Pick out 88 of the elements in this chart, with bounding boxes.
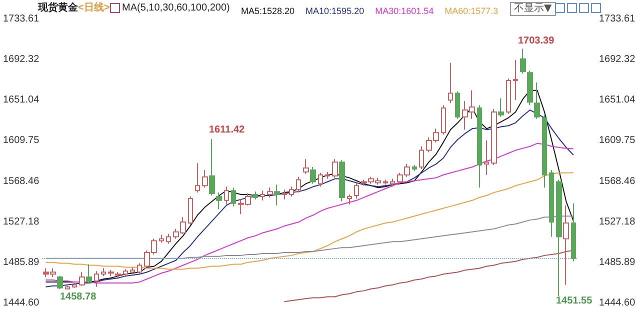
candlestick (159, 234, 164, 244)
candlestick (216, 192, 222, 210)
candlestick (166, 233, 171, 244)
candlestick (79, 272, 85, 286)
candlestick (195, 162, 200, 194)
y2-tick-label: 1444.60 (599, 298, 636, 308)
text: MA(5,10,30,60,100,200) (122, 2, 230, 14)
candlestick (332, 158, 338, 178)
candlestick (498, 98, 504, 118)
candlestick (303, 158, 309, 174)
candlestick (455, 90, 460, 120)
y2-tick-label: 1733.61 (599, 14, 636, 24)
text: MA5:1528.20 (241, 6, 295, 16)
y-tick-label: 1692.32 (2, 54, 40, 66)
annotation: 1703.39 (518, 36, 555, 46)
candlestick (390, 178, 395, 188)
candlestick (57, 276, 63, 290)
y-tick-label: 1485.89 (2, 256, 40, 268)
candlestick (347, 194, 352, 205)
candlestick (441, 104, 446, 136)
y-tick-label: 1444.60 (2, 298, 40, 308)
y-tick-label: 1651.04 (2, 94, 40, 106)
candlestick (318, 172, 323, 188)
candlestick (289, 186, 294, 197)
candlestick (65, 285, 70, 290)
candlestick (282, 189, 287, 200)
candlestick (130, 266, 135, 275)
y2-tick-label: 1527.18 (599, 216, 636, 228)
line-series (45, 142, 574, 284)
y-tick-label: 1568.46 (2, 176, 40, 187)
text: MA10:1595.20 (306, 6, 364, 16)
candlestick (253, 191, 258, 200)
candlestick (383, 179, 388, 186)
candlestick (491, 108, 497, 166)
candlestick (339, 160, 345, 202)
line-series (45, 172, 574, 270)
y-tick-label: 1609.75 (2, 135, 40, 146)
candlestick (513, 59, 518, 101)
candlestick (520, 48, 526, 74)
y2-tick-label: 1609.75 (599, 135, 636, 146)
candlestick (571, 202, 576, 262)
candlestick (108, 270, 114, 277)
candlestick (484, 140, 489, 176)
candlestick (448, 62, 453, 104)
candlestick (274, 184, 280, 206)
candlestick (506, 78, 511, 114)
candlestick (267, 187, 273, 198)
candlestick (310, 166, 316, 184)
candlestick (94, 270, 99, 288)
candlestick (86, 264, 92, 284)
y2-tick-label: 1692.32 (599, 54, 636, 66)
candlestick (137, 262, 142, 275)
candlestick (188, 196, 193, 226)
text: MA60:1577.3 (444, 6, 498, 16)
y2-tick-label: 1568.46 (599, 176, 636, 187)
candlestick (419, 146, 424, 170)
candlestick (209, 138, 215, 196)
candlestick (412, 164, 417, 172)
candlestick (72, 282, 77, 288)
candlestick (115, 272, 121, 279)
candlestick (549, 169, 554, 238)
annotation: 1458.78 (60, 292, 97, 302)
candlestick (123, 268, 128, 277)
y2-tick-label: 1485.89 (599, 256, 636, 268)
candlestick (325, 171, 330, 180)
candlestick (534, 82, 540, 120)
candlestick (260, 190, 265, 201)
candlestick (556, 179, 562, 297)
candlestick (477, 104, 482, 188)
candlestick (354, 182, 359, 199)
annotation: 1611.42 (209, 124, 246, 136)
text: MA30:1601.54 (375, 6, 434, 16)
candlestick (202, 169, 208, 188)
candlestick (101, 268, 106, 277)
y2-tick-label: 1651.04 (599, 94, 636, 106)
candlestick (563, 204, 569, 286)
y-tick-label: 1733.61 (2, 14, 40, 24)
candlestick (224, 186, 229, 205)
annotation: 1451.55 (556, 296, 593, 306)
candlestick (296, 176, 301, 194)
candlestick (542, 114, 547, 188)
candlestick (231, 187, 236, 207)
line-series (45, 216, 574, 259)
y-tick-label: 1527.18 (2, 216, 40, 228)
candlestick (527, 70, 533, 106)
chart-subtitle: <日线> (78, 2, 110, 14)
dropdown: 不显示▼ (510, 2, 556, 16)
chart-title: 现货黄金 (37, 2, 79, 14)
